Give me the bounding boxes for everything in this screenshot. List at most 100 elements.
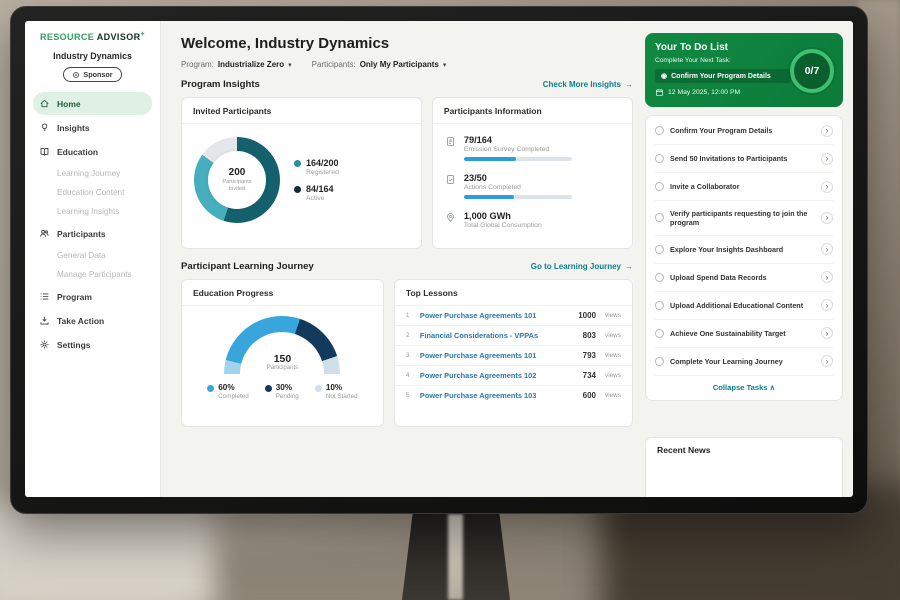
program-filter-value: Industrialize Zero (217, 60, 285, 69)
legend-pending: 30% Pending (264, 383, 299, 400)
program-dropdown[interactable]: Program: Industrialize Zero ▾ (181, 60, 292, 69)
task-checkbox[interactable] (655, 328, 664, 338)
section-title: Participant Learning Journey (181, 261, 314, 272)
program-filter-label: Program: (181, 60, 214, 69)
chevron-right-icon[interactable]: › (821, 124, 833, 137)
check-doc-icon (446, 175, 454, 184)
participants-information-card: Participants Information 79/164 Emission… (431, 97, 633, 249)
legend-completed: 60% Completed (207, 383, 249, 400)
lesson-link[interactable]: Power Purchase Agreements 101 (419, 351, 537, 360)
lesson-link[interactable]: Power Purchase Agreements 102 (419, 371, 537, 380)
task-row-explore-insights[interactable]: Explore Your Insights Dashboard › (655, 236, 833, 264)
sidebar-item-label: Settings (57, 339, 91, 350)
chevron-right-icon[interactable]: › (821, 152, 833, 165)
chevron-right-icon[interactable]: › (821, 355, 833, 368)
sidebar-item-label: Program (57, 291, 92, 302)
next-task-label: Confirm Your Program Details (671, 72, 771, 80)
recent-news-title: Recent News (657, 445, 711, 455)
dashboard-screen: RESOURCE ADVISOR+ Industry Dynamics Spon… (25, 21, 853, 497)
lesson-rank: 4 (405, 372, 410, 379)
invited-legend: 164/200 Registered 84/164 Active (294, 150, 339, 210)
go-to-learning-journey-link[interactable]: Go to Learning Journey → (530, 262, 633, 271)
download-icon (40, 316, 49, 325)
task-checkbox[interactable] (655, 244, 664, 254)
lesson-views-unit: views (605, 372, 621, 379)
stat-value: 1,000 GWh (463, 211, 511, 221)
background-light-patch (0, 505, 215, 600)
sidebar-item-participants[interactable]: Participants (33, 222, 152, 245)
task-row-verify-participants[interactable]: Verify participants requesting to join t… (655, 201, 833, 236)
task-row-upload-spend-data[interactable]: Upload Spend Data Records › (655, 264, 833, 292)
stat-global-consumption: 1,000 GWh Total Global Consumption (445, 211, 620, 229)
lesson-link[interactable]: Power Purchase Agreements 103 (419, 391, 537, 400)
collapse-tasks-link[interactable]: Collapse Tasks ∧ (712, 382, 776, 392)
sidebar-item-label: Take Action (57, 315, 105, 326)
sidebar-subitem-label: Manage Participants (57, 270, 132, 279)
task-checkbox[interactable] (655, 126, 664, 135)
chevron-right-icon[interactable]: › (821, 180, 833, 193)
sidebar-item-education-content[interactable]: Education Content (33, 183, 152, 202)
lesson-row: 1 Power Purchase Agreements 101 1000 vie… (394, 306, 632, 326)
participants-filter-value: Only My Participants (359, 60, 439, 69)
task-checkbox[interactable] (655, 154, 664, 163)
chevron-right-icon[interactable]: › (821, 327, 833, 340)
sidebar-item-program[interactable]: Program (33, 285, 152, 308)
stat-actions-completed: 23/50 Actions Completed (445, 173, 620, 199)
progress-bar (463, 195, 572, 199)
lightbulb-icon (41, 123, 48, 131)
task-row-invite-collaborator[interactable]: Invite a Collaborator › (655, 173, 833, 201)
org-name: Industry Dynamics (53, 51, 132, 61)
task-row-send-invitations[interactable]: Send 50 Invitations to Participants › (655, 145, 833, 173)
chevron-right-icon[interactable]: › (821, 243, 833, 256)
participants-dropdown[interactable]: Participants: Only My Participants ▾ (312, 60, 447, 69)
todo-subtitle: Complete Your Next Task: (655, 57, 731, 64)
chevron-right-icon[interactable]: › (821, 211, 833, 224)
stat-value: 79/164 (463, 135, 493, 145)
task-row-confirm-program[interactable]: Confirm Your Program Details › (655, 117, 833, 145)
card-title: Education Progress (182, 280, 383, 306)
info-card-body: 79/164 Emission Survey Completed 23/50 A… (433, 124, 632, 229)
sidebar-item-take-action[interactable]: Take Action (33, 309, 152, 332)
task-checkbox[interactable] (655, 300, 664, 310)
task-row-achieve-target[interactable]: Achieve One Sustainability Target › (655, 320, 833, 348)
lesson-row: 3 Power Purchase Agreements 101 793 view… (394, 346, 632, 366)
gauge-label: Participants (266, 365, 299, 371)
insights-cards-row: Invited Participants 200 Participants In… (181, 97, 633, 249)
next-task-pill[interactable]: ◉ Confirm Your Program Details (655, 69, 791, 83)
sidebar-item-home[interactable]: Home (33, 92, 152, 115)
section-title: Program Insights (181, 79, 260, 90)
legend-value: 164/200 (306, 158, 339, 168)
home-icon (40, 99, 49, 108)
book-icon (40, 147, 49, 156)
target-icon: ◉ (661, 73, 668, 80)
task-row-complete-learning-journey[interactable]: Complete Your Learning Journey › (655, 348, 833, 376)
sidebar-item-settings[interactable]: Settings (33, 333, 152, 356)
lesson-link[interactable]: Power Purchase Agreements 101 (419, 311, 537, 320)
stat-emission-survey: 79/164 Emission Survey Completed (445, 135, 620, 161)
sidebar-item-learning-insights[interactable]: Learning Insights (33, 202, 152, 221)
lesson-link[interactable]: Financial Considerations - VPPAs (419, 331, 539, 340)
task-row-upload-educational-content[interactable]: Upload Additional Educational Content › (655, 292, 833, 320)
sidebar-item-insights[interactable]: Insights (33, 116, 152, 139)
task-checkbox[interactable] (655, 272, 664, 282)
task-checkbox[interactable] (655, 213, 664, 223)
donut-value: 200 (228, 167, 246, 179)
education-progress-card: Education Progress 150 Participants 6 (181, 279, 384, 427)
chevron-down-icon: ▾ (442, 61, 447, 69)
sidebar-item-education[interactable]: Education (33, 140, 152, 163)
people-icon (40, 229, 49, 237)
chevron-right-icon[interactable]: › (821, 299, 833, 312)
sidebar-item-manage-participants[interactable]: Manage Participants (33, 265, 152, 284)
check-more-insights-link[interactable]: Check More Insights → (542, 80, 633, 89)
gauge-value: 150 (273, 353, 292, 365)
lesson-views-unit: views (605, 352, 621, 359)
sidebar-item-learning-journey[interactable]: Learning Journey (33, 164, 152, 183)
sidebar-item-general-data[interactable]: General Data (33, 246, 152, 265)
chevron-right-icon[interactable]: › (821, 271, 833, 284)
invited-donut-chart: 200 Participants Invited (194, 137, 280, 223)
legend-active: 84/164 Active (294, 184, 339, 202)
task-checkbox[interactable] (655, 182, 664, 191)
lesson-rank: 1 (405, 312, 410, 319)
legend-dot-teal (294, 160, 301, 167)
task-checkbox[interactable] (655, 356, 664, 366)
